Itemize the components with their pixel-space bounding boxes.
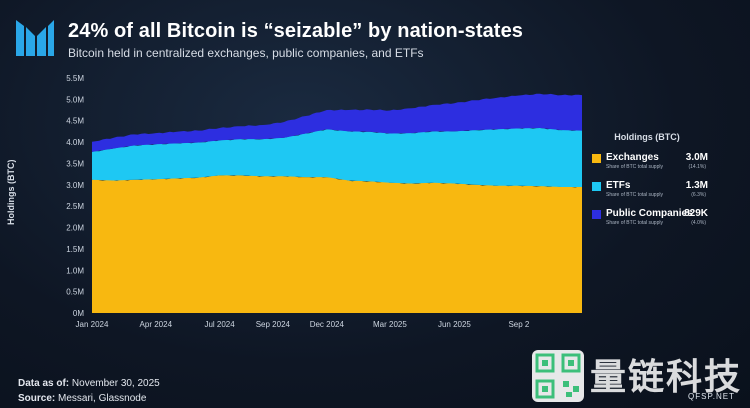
x-tick-label: Sep 2 — [508, 320, 529, 329]
legend-title: Holdings (BTC) — [614, 132, 680, 142]
data-as-of-label: Data as of: — [18, 378, 70, 389]
watermark: 量链科技 QFSP.NET — [528, 348, 750, 408]
legend-swatch — [592, 210, 601, 219]
chart-title: 24% of all Bitcoin is “seizable” by nati… — [68, 20, 524, 42]
area-exchanges — [92, 174, 582, 313]
y-tick-label: 0M — [73, 309, 84, 318]
legend-value: 1.3M — [685, 180, 708, 191]
legend-name: ETFs — [606, 180, 631, 191]
source-value: Messari, Glassnode — [58, 393, 147, 404]
area-public-companies — [92, 93, 582, 152]
legend: Holdings (BTC) Exchanges Share of BTC to… — [586, 132, 708, 236]
legend-value: 3.0M — [685, 152, 708, 163]
legend-sub: Share of BTC total supply — [606, 220, 663, 226]
legend-pct: (6.3%) — [691, 192, 706, 198]
x-tick-label: Dec 2024 — [310, 320, 345, 329]
messari-logo-icon — [16, 20, 54, 56]
area-etfs — [92, 127, 582, 187]
x-tick-label: Apr 2024 — [140, 320, 173, 329]
legend-swatch — [592, 182, 601, 191]
y-tick-label: 4.0M — [66, 138, 84, 147]
y-tick-label: 0.5M — [66, 288, 84, 297]
source-note: Source: Messari, Glassnode — [18, 393, 146, 404]
qr-watermark-icon — [532, 350, 584, 402]
x-tick-label: Jan 2024 — [76, 320, 109, 329]
x-tick-label: Sep 2024 — [256, 320, 291, 329]
y-tick-label: 3.0M — [66, 181, 84, 190]
watermark-text: 量链科技 — [590, 357, 743, 398]
y-tick-label: 1.0M — [66, 266, 84, 275]
y-tick-label: 3.5M — [66, 159, 84, 168]
y-tick-label: 5.0M — [66, 95, 84, 104]
legend-name: Exchanges — [606, 152, 659, 163]
legend-swatch — [592, 154, 601, 163]
legend-pct: (4.0%) — [691, 220, 706, 226]
y-tick-label: 4.5M — [66, 117, 84, 126]
legend-item-public-companies: Public Companies Share of BTC total supp… — [586, 208, 708, 234]
legend-value: 829K — [684, 208, 708, 219]
y-tick-label: 1.5M — [66, 245, 84, 254]
data-as-of-value: November 30, 2025 — [71, 378, 160, 389]
y-tick-label: 5.5M — [66, 74, 84, 83]
y-tick-label: 2.0M — [66, 224, 84, 233]
legend-item-exchanges: Exchanges Share of BTC total supply 3.0M… — [586, 152, 708, 178]
x-tick-label: Mar 2025 — [373, 320, 407, 329]
x-tick-label: Jul 2024 — [204, 320, 235, 329]
data-as-of: Data as of: November 30, 2025 — [18, 378, 160, 389]
legend-name: Public Companies — [606, 208, 693, 219]
legend-sub: Share of BTC total supply — [606, 192, 663, 198]
chart-subtitle: Bitcoin held in centralized exchanges, p… — [68, 46, 424, 60]
legend-pct: (14.1%) — [688, 164, 706, 170]
watermark-url: QFSP.NET — [688, 392, 735, 401]
legend-sub: Share of BTC total supply — [606, 164, 663, 170]
y-tick-label: 2.5M — [66, 202, 84, 211]
source-label: Source: — [18, 393, 56, 404]
x-tick-label: Jun 2025 — [438, 320, 471, 329]
legend-item-etfs: ETFs Share of BTC total supply 1.3M (6.3… — [586, 180, 708, 206]
